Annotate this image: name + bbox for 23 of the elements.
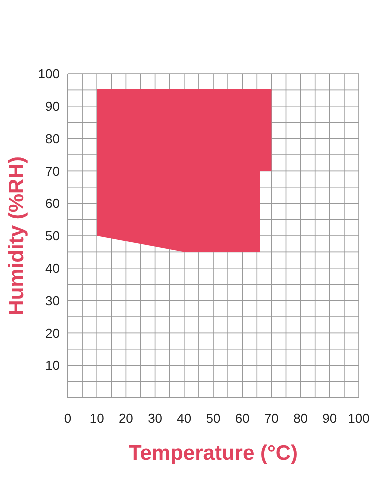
x-tick-label: 30 (148, 411, 163, 426)
x-tick-label: 10 (90, 411, 104, 426)
x-tick-label: 100 (348, 411, 370, 426)
y-tick-label: 80 (46, 131, 60, 146)
x-axis-title: Temperature (°C) (128, 442, 298, 465)
y-tick-label: 90 (46, 99, 60, 114)
x-tick-label: 40 (177, 411, 192, 426)
x-tick-label: 60 (235, 411, 250, 426)
y-tick-label: 30 (46, 293, 60, 308)
y-tick-label: 100 (38, 66, 60, 82)
y-axis-title: Humidity (%RH) (5, 156, 28, 316)
x-tick-label: 20 (118, 411, 134, 426)
x-tick-label: 90 (322, 411, 338, 426)
x-tick-label: 70 (264, 411, 279, 426)
y-tick-label: 20 (46, 326, 60, 341)
y-tick-label: 40 (46, 261, 60, 276)
y-tick-label: 10 (46, 358, 60, 374)
y-tick-label: 60 (46, 196, 60, 212)
y-tick-label: 50 (46, 228, 60, 244)
x-tick-label: 80 (294, 411, 308, 426)
x-tick-label: 0 (64, 411, 72, 426)
y-tick-label: 70 (46, 164, 60, 179)
x-tick-label: 50 (206, 411, 221, 426)
